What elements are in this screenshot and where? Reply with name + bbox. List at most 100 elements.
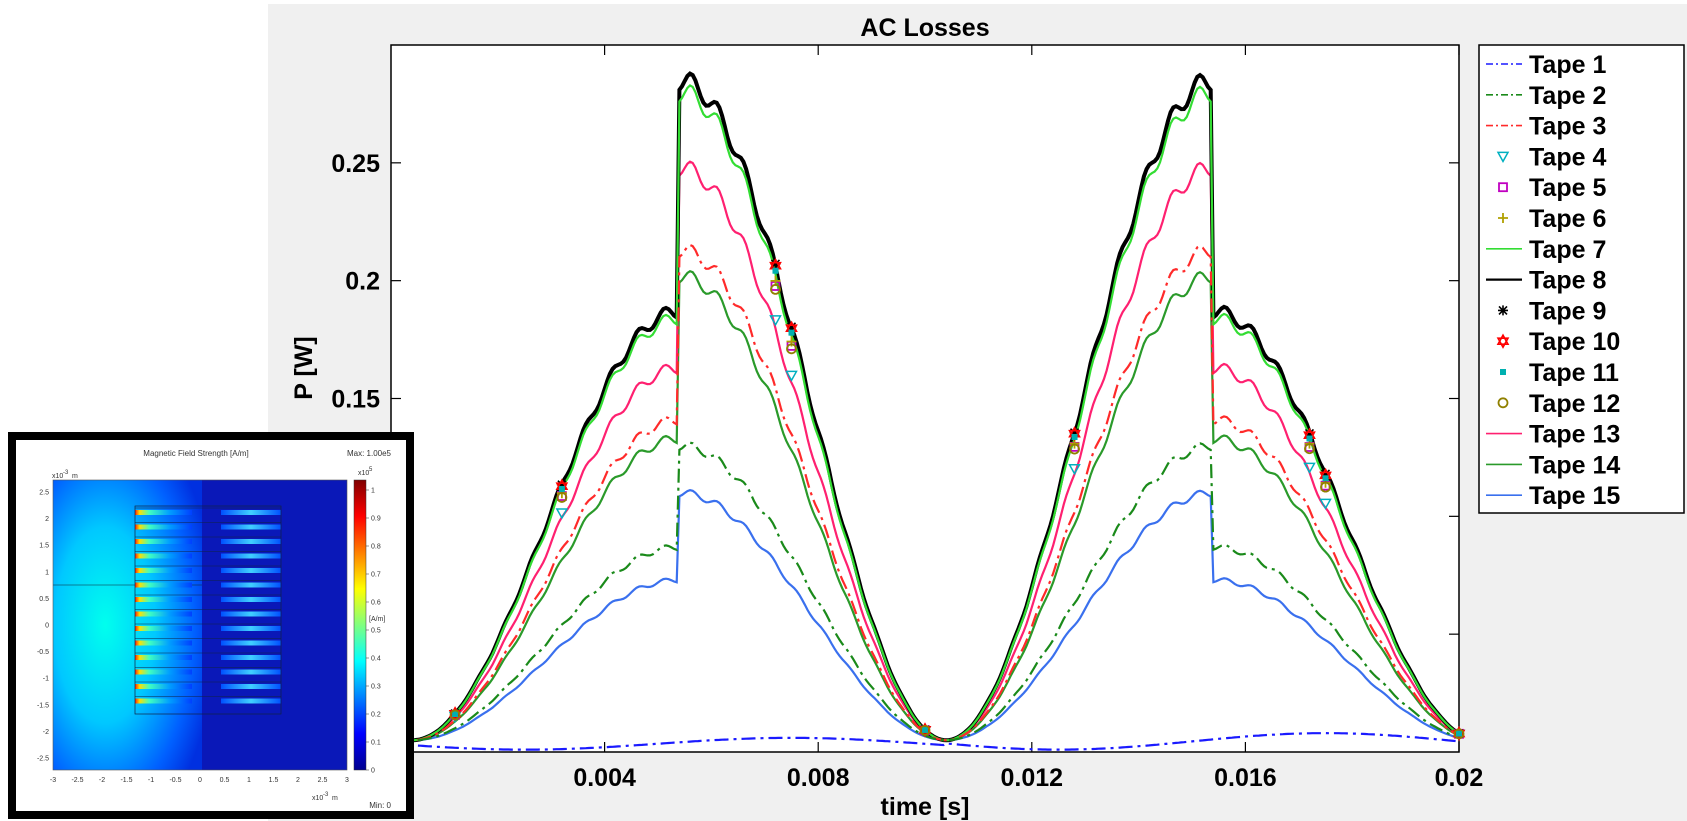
marker-tape-12 — [1320, 481, 1331, 493]
marker-tape-12 — [449, 709, 461, 721]
inset-x-tick-label: 0.5 — [220, 777, 230, 784]
inset-slit-left — [135, 524, 192, 530]
legend-marker — [1498, 213, 1508, 223]
inset-x-tick-label: 2 — [296, 777, 300, 784]
marker-tape-9 — [1320, 468, 1331, 479]
legend-label: Tape 2 — [1529, 82, 1606, 110]
legend-marker — [1500, 369, 1506, 375]
inset-field-left — [53, 480, 202, 770]
inset-y-tick-label: 0.5 — [39, 596, 49, 603]
legend-marker — [1498, 305, 1508, 316]
inset-x-exp-unit: m — [332, 795, 338, 802]
inset-slit-right — [221, 524, 281, 530]
inset-slit-left — [135, 510, 192, 515]
inset-x-tick-label: -3 — [50, 777, 56, 784]
inset-cb-tick-label: 0.5 — [371, 628, 381, 635]
marker-tape-9 — [1304, 428, 1315, 439]
x-tick-label: 0.016 — [1214, 764, 1277, 792]
inset-x-tick-label: 1.5 — [269, 777, 279, 784]
inset-slit-right — [221, 582, 281, 588]
x-tick-label: 0.02 — [1435, 764, 1484, 792]
legend-label: Tape 9 — [1529, 297, 1606, 325]
marker-tape-11 — [1322, 475, 1329, 482]
marker-tape-4 — [1068, 464, 1081, 476]
inset-cb-tick-label: 0.6 — [371, 600, 381, 607]
inset-colorbar-unit: [A/m] — [369, 616, 385, 623]
marker-tape-4 — [555, 508, 569, 520]
legend-label: Tape 6 — [1529, 205, 1606, 233]
inset-slit-right — [221, 640, 281, 646]
inset-slit-right — [221, 568, 281, 573]
inset-tape-slits — [134, 505, 282, 715]
marker-tape-11 — [1071, 434, 1078, 441]
inset-cb-exp-base: x10 — [358, 470, 369, 477]
inset-slit-right — [221, 655, 281, 660]
inset-field-right — [202, 480, 347, 770]
inset-x-ticks: -3 -2.5 -2 -1.5 -1 -0.5 0 0.5 1 1.5 2 2.5 3 — [50, 777, 349, 784]
inset-cb-tick-label: 1 — [371, 488, 375, 495]
inset-x-tick-label: -1 — [148, 777, 154, 784]
legend-label: Tape 12 — [1529, 390, 1620, 418]
inset-max-label: Max: 1.00e5 — [347, 449, 392, 458]
marker-tape-12 — [1453, 728, 1465, 740]
marker-tape-11 — [558, 485, 565, 492]
marker-tape-11 — [772, 267, 779, 274]
inset-slit-left — [135, 568, 192, 573]
marker-tape-9 — [770, 258, 781, 269]
inset-tape-stack — [134, 505, 282, 715]
inset-x-tick-label: -2 — [99, 777, 105, 784]
inset-slit-left — [135, 626, 192, 631]
inset-y-tick-label: -2 — [43, 729, 49, 736]
marker-tape-12 — [1069, 443, 1080, 455]
x-tick-label: 0.008 — [787, 764, 850, 792]
inset-slit-left — [135, 655, 192, 660]
legend-label: Tape 5 — [1529, 174, 1606, 202]
inset-colorbar-exponent: x10 5 — [358, 467, 373, 477]
inset-y-tick-label: -1 — [43, 676, 49, 683]
y-tick-label: 0.2 — [345, 268, 380, 296]
inset-slit-left — [135, 582, 192, 588]
marker-tape-9 — [786, 321, 797, 332]
legend-label: Tape 1 — [1529, 51, 1606, 79]
inset-y-exp-power: -3 — [63, 470, 69, 476]
marker-tape-9 — [556, 479, 567, 490]
marker-tape-9 — [1069, 427, 1080, 438]
legend-label: Tape 11 — [1529, 359, 1619, 387]
inset-x-tick-label: 3 — [345, 777, 349, 784]
inset-y-tick-label: 0 — [45, 623, 49, 630]
inset-slit-right — [221, 684, 281, 689]
inset-slit-right — [221, 611, 281, 617]
inset-x-tick-label: -0.5 — [169, 777, 181, 784]
inset-cb-tick-label: 0.9 — [371, 516, 381, 523]
inset-x-exp-base: x10 — [312, 795, 323, 802]
marker-tape-4 — [769, 315, 782, 327]
inset-cb-tick-label: 0.2 — [371, 712, 381, 719]
legend-label: Tape 15 — [1529, 482, 1620, 510]
legend-label: Tape 13 — [1529, 421, 1620, 449]
inset-slit-left — [135, 597, 192, 602]
inset-x-tick-label: 2.5 — [318, 777, 328, 784]
inset-y-tick-label: -1.5 — [37, 702, 49, 709]
inset-slit-left — [135, 698, 192, 704]
legend-label: Tape 8 — [1529, 267, 1606, 295]
x-tick-label: 0.012 — [1001, 764, 1064, 792]
inset-y-tick-label: 2.5 — [39, 490, 49, 497]
x-axis-label: time [s] — [881, 793, 970, 821]
inset-y-tick-label: 1.5 — [39, 543, 49, 550]
inset-cb-tick-label: 0.1 — [371, 740, 381, 747]
x-tick-label: 0.004 — [573, 764, 636, 792]
marker-tape-11 — [788, 329, 795, 336]
legend-marker — [1496, 333, 1510, 349]
y-ticks: 0.15 0.2 0.25 — [331, 150, 1459, 635]
inset-cb-exp-power: 5 — [369, 467, 373, 473]
inset-slit-left — [135, 640, 192, 646]
marker-tape-4 — [785, 370, 798, 382]
inset-cb-tick-label: 0.7 — [371, 572, 381, 579]
inset-y-tick-label: -0.5 — [37, 649, 49, 656]
inset-y-exponent: x10 -3 m — [52, 470, 78, 480]
legend-label: Tape 14 — [1529, 451, 1620, 479]
inset-field-plot: Magnetic Field Strength [A/m] Max: 1.00e… — [16, 440, 406, 811]
inset-y-tick-label: 1 — [45, 569, 49, 576]
inset-slit-right — [221, 539, 281, 544]
marker-tape-12 — [786, 343, 797, 355]
